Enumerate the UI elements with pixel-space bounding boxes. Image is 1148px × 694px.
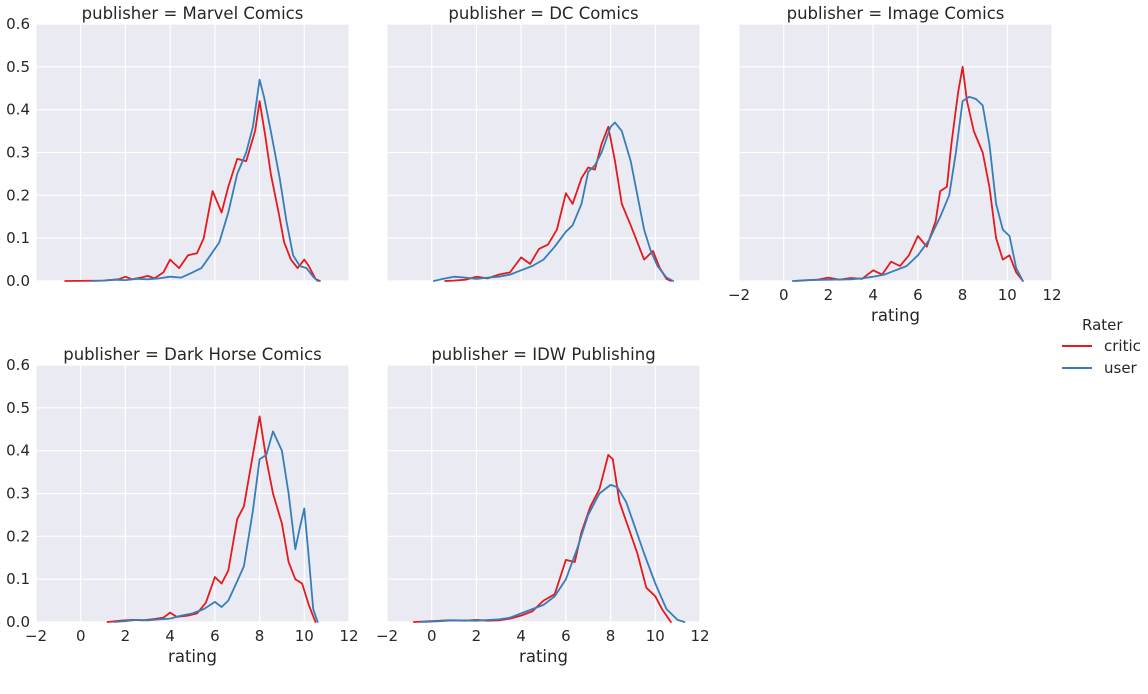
kde-line-user <box>433 121 675 282</box>
legend: Rater critic user <box>1062 316 1141 377</box>
y-tick-label: 0.3 <box>6 144 30 162</box>
y-tick-label: 0.6 <box>6 356 30 374</box>
x-tick-label: 2 <box>121 627 131 645</box>
facet-panel: publisher = Marvel Comics 0.0 0.1 0.2 0.3 0.4… <box>6 4 350 290</box>
facet-panel: publisher = IDW Publishing −2 0 2 4 6 8 10 12 rat… <box>376 345 710 666</box>
x-tick-label: 12 <box>1042 286 1061 304</box>
x-tick-label: 0 <box>779 286 789 304</box>
legend-label-user: user <box>1104 359 1138 377</box>
y-tick-label: 0.3 <box>6 485 30 503</box>
kde-line-user <box>91 78 319 282</box>
legend-label-critic: critic <box>1104 337 1141 355</box>
facet-panel: publisher = Dark Horse Comics 0.0 0.1 0.2 0.… <box>6 345 358 666</box>
x-tick-label: 4 <box>516 627 526 645</box>
y-tick-label: 0.2 <box>6 527 30 545</box>
x-tick-label: 10 <box>646 627 665 645</box>
panel-title: publisher = Dark Horse Comics <box>63 345 322 364</box>
y-tick-label: 0.1 <box>6 570 30 588</box>
x-tick-label: 6 <box>913 286 923 304</box>
x-tick-label: 8 <box>958 286 968 304</box>
x-tick-label: 0 <box>76 627 86 645</box>
kde-line-user <box>113 430 319 623</box>
x-tick-label: 10 <box>998 286 1017 304</box>
x-tick-label: 2 <box>472 627 482 645</box>
x-tick-label: −2 <box>376 627 398 645</box>
panel-title: publisher = Marvel Comics <box>82 4 304 23</box>
x-tick-label: 2 <box>824 286 834 304</box>
x-tick-label: 6 <box>210 627 220 645</box>
x-tick-label: −2 <box>728 286 750 304</box>
x-tick-label: −2 <box>25 627 47 645</box>
y-tick-label: 0.2 <box>6 186 30 204</box>
x-axis-label: rating <box>871 306 920 325</box>
y-tick-label: 0.4 <box>6 442 30 460</box>
x-tick-label: 12 <box>690 627 709 645</box>
x-tick-label: 6 <box>561 627 571 645</box>
x-tick-label: 4 <box>868 286 878 304</box>
x-tick-label: 12 <box>339 627 358 645</box>
y-tick-label: 0.5 <box>6 58 30 76</box>
panel-title: publisher = IDW Publishing <box>431 345 655 364</box>
kde-line-user <box>419 484 686 623</box>
facet-panel: publisher = DC Comics <box>386 4 701 282</box>
x-axis-label: rating <box>168 647 217 666</box>
kde-line-user <box>791 95 1024 282</box>
y-tick-label: 0.1 <box>6 229 30 247</box>
panel-title: publisher = Image Comics <box>787 4 1005 23</box>
y-tick-label: 0.0 <box>6 272 30 290</box>
y-tick-label: 0.0 <box>6 613 30 631</box>
x-tick-label: 4 <box>165 627 175 645</box>
x-tick-label: 8 <box>606 627 616 645</box>
y-tick-label: 0.4 <box>6 101 30 119</box>
x-tick-label: 0 <box>427 627 437 645</box>
panel-title: publisher = DC Comics <box>448 4 638 23</box>
y-tick-label: 0.6 <box>6 15 30 33</box>
y-tick-label: 0.5 <box>6 399 30 417</box>
kde-line-critic <box>64 100 321 282</box>
x-tick-label: 10 <box>295 627 314 645</box>
x-axis-label: rating <box>519 647 568 666</box>
facet-panel: publisher = Image Comics −2 0 2 4 6 8 10 12 ratin… <box>728 4 1062 325</box>
legend-title: Rater <box>1082 316 1123 334</box>
x-tick-label: 8 <box>255 627 265 645</box>
